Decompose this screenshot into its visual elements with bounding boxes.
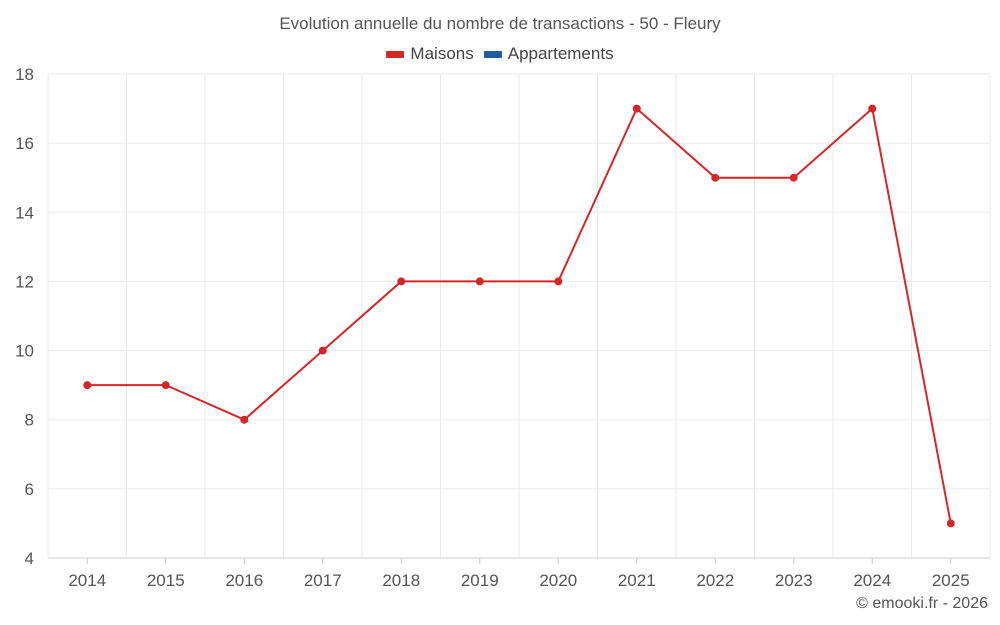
data-point-maisons-2016 — [240, 415, 249, 424]
y-tick-label: 14 — [15, 203, 34, 222]
y-tick-label: 16 — [15, 134, 34, 153]
legend-label-appartements: Appartements — [507, 44, 614, 63]
chart-title: Evolution annuelle du nombre de transact… — [279, 14, 721, 33]
data-point-maisons-2021 — [632, 104, 641, 113]
x-tick-label: 2024 — [853, 571, 891, 590]
legend-item-appartements[interactable]: Appartements — [483, 44, 614, 64]
y-tick-label: 8 — [25, 411, 34, 430]
data-point-maisons-2024 — [868, 104, 877, 113]
data-point-maisons-2015 — [161, 381, 170, 390]
legend-swatch-appartements — [483, 50, 502, 58]
x-tick-label: 2018 — [382, 571, 420, 590]
credit-text: © emooki.fr - 2026 — [856, 595, 988, 612]
data-point-maisons-2017 — [318, 346, 327, 355]
y-tick-label: 4 — [25, 549, 34, 568]
x-tick-label: 2022 — [696, 571, 734, 590]
data-point-maisons-2020 — [554, 277, 563, 286]
y-tick-label: 12 — [15, 272, 34, 291]
x-tick-label: 2019 — [461, 571, 499, 590]
x-tick-label: 2020 — [539, 571, 577, 590]
y-tick-label: 10 — [15, 342, 34, 361]
chart-legend: Maisons Appartements — [0, 44, 1000, 64]
y-tick-label: 6 — [25, 480, 34, 499]
x-tick-label: 2017 — [304, 571, 342, 590]
data-point-maisons-2018 — [397, 277, 406, 286]
y-tick-label: 18 — [15, 65, 34, 84]
data-point-maisons-2025 — [946, 519, 955, 528]
x-tick-label: 2016 — [225, 571, 263, 590]
x-tick-label: 2025 — [932, 571, 970, 590]
data-point-maisons-2022 — [711, 173, 720, 182]
legend-item-maisons[interactable]: Maisons — [386, 44, 474, 64]
data-point-maisons-2014 — [83, 381, 92, 390]
data-point-maisons-2019 — [475, 277, 484, 286]
legend-label-maisons: Maisons — [410, 44, 474, 63]
legend-swatch-maisons — [386, 50, 405, 58]
x-tick-label: 2015 — [147, 571, 185, 590]
x-tick-label: 2021 — [618, 571, 656, 590]
x-tick-label: 2014 — [68, 571, 106, 590]
series-line-maisons — [87, 107, 952, 524]
x-tick-label: 2023 — [775, 571, 813, 590]
data-point-maisons-2023 — [789, 173, 798, 182]
